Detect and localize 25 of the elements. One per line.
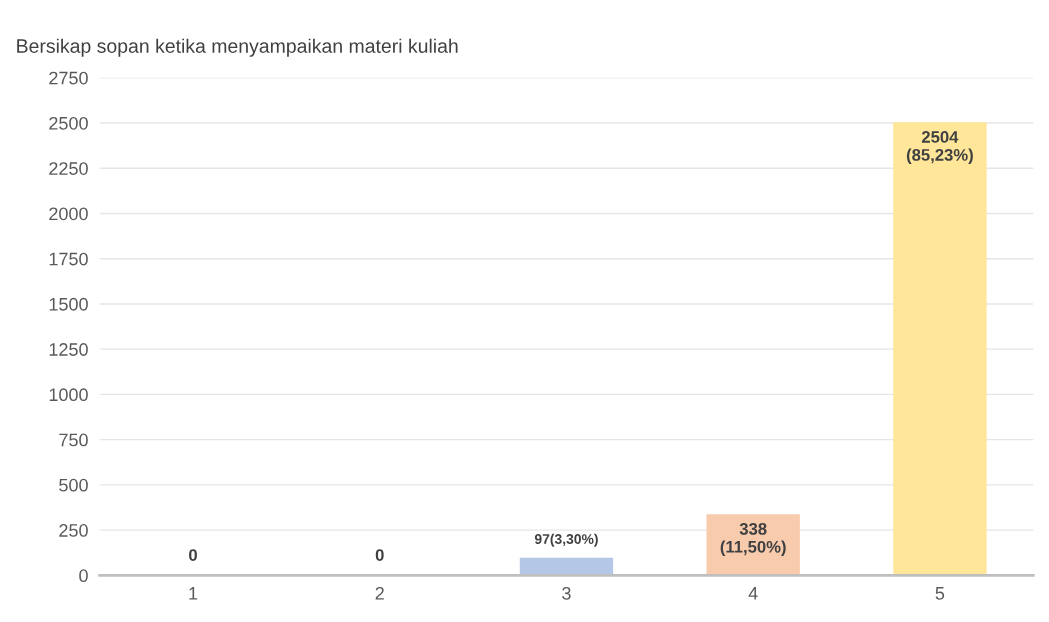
data-label: 0 [375,549,384,561]
y-tick-label: 0 [79,569,88,583]
y-tick-label: 2250 [49,162,88,175]
x-tick-label: 5 [935,587,945,600]
data-label: 338 (11,50%) [720,522,786,557]
y-tick-label: 1250 [49,343,88,356]
chart-title: Bersikap sopan ketika menyampaikan materi kuliah [17,38,458,57]
y-tick-label: 500 [59,478,88,492]
y-tick-label: 2500 [49,116,88,130]
y-tick-label: 2000 [49,207,88,221]
y-tick-label: 1750 [49,252,88,266]
x-tick-label: 2 [375,586,384,600]
bar [893,122,987,576]
y-tick-label: 750 [59,433,88,447]
y-tick-label: 2750 [49,71,88,85]
x-tick-label: 1 [189,587,198,600]
x-tick-label: 3 [562,586,571,600]
y-tick-label: 1500 [49,297,88,311]
y-tick-label: 250 [59,524,88,537]
data-label: 2504 (85,23%) [906,131,973,165]
bar [519,557,614,576]
data-label: 97(3,30%) [534,533,598,547]
x-tick-label: 4 [748,587,758,600]
y-tick-label: 1000 [49,388,88,402]
data-label: 0 [189,549,197,561]
